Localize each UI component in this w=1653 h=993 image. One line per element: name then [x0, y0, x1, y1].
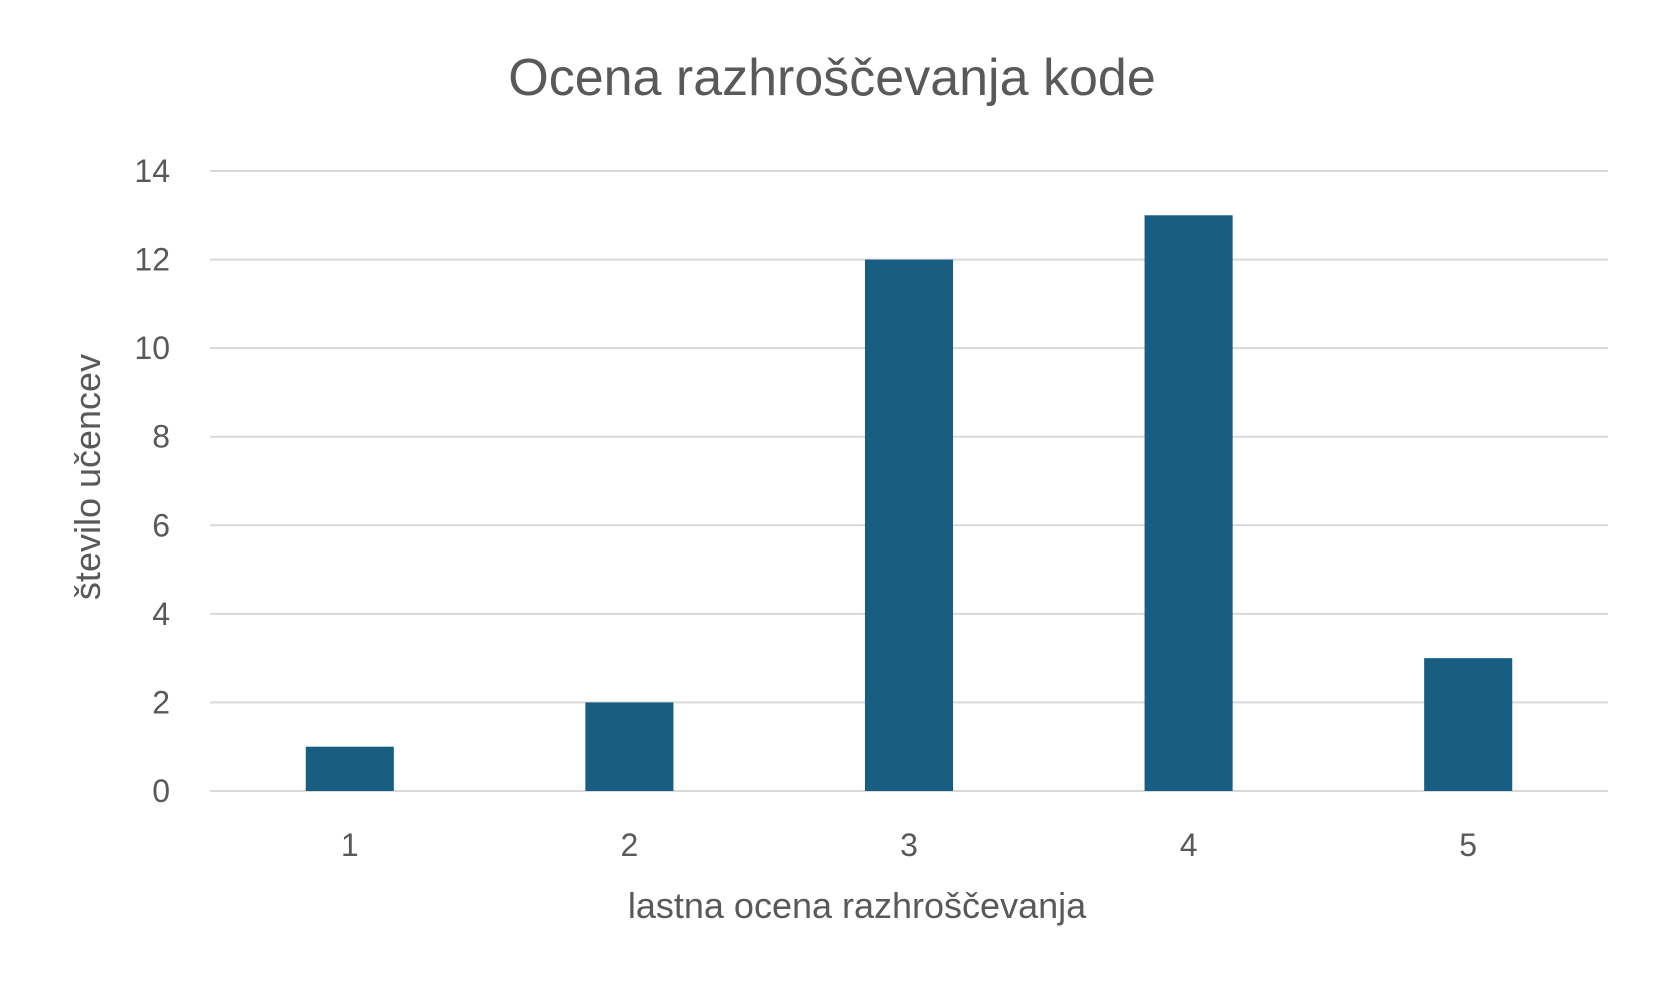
- bar-1: [305, 746, 394, 791]
- y-tick-label: 6: [152, 507, 170, 543]
- bar-3: [864, 259, 954, 792]
- chart-title: Ocena razhroščevanja kode: [508, 49, 1156, 107]
- x-tick-label: 3: [900, 827, 918, 863]
- bar-2: [585, 702, 674, 791]
- y-tick-label: 10: [134, 330, 170, 366]
- x-axis-title: lastna ocena razhroščevanja: [628, 885, 1087, 926]
- bars: [305, 215, 1513, 792]
- y-axis-ticks: 0 2 4 6 8 10 12 14: [134, 153, 170, 809]
- y-tick-label: 12: [134, 242, 170, 278]
- y-tick-label: 2: [152, 684, 170, 720]
- bar-4: [1144, 215, 1233, 792]
- x-tick-label: 5: [1459, 827, 1477, 863]
- x-tick-label: 4: [1180, 827, 1198, 863]
- x-tick-label: 1: [341, 827, 359, 863]
- x-tick-label: 2: [621, 827, 639, 863]
- y-axis-title: število učencev: [67, 354, 108, 600]
- y-tick-label: 0: [152, 773, 170, 809]
- bar-5: [1424, 658, 1513, 791]
- x-axis-ticks: 1 2 3 4 5: [341, 827, 1477, 863]
- y-tick-label: 8: [152, 419, 170, 455]
- y-tick-label: 14: [134, 153, 170, 189]
- y-tick-label: 4: [152, 596, 170, 632]
